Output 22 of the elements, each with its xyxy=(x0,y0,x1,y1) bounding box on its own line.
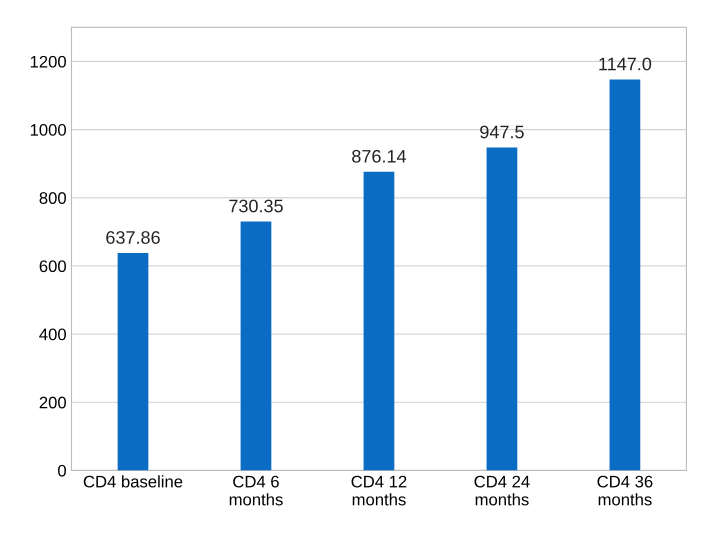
y-tick-label: 1000 xyxy=(30,124,66,136)
y-tick-label: 200 xyxy=(40,396,66,408)
y-tick-label: 0 xyxy=(58,464,66,477)
data-label: 637.86 xyxy=(106,231,160,244)
y-tick-label: 600 xyxy=(40,260,66,272)
data-label: 947.5 xyxy=(480,126,524,138)
y-tick-label: 400 xyxy=(39,328,66,340)
bar xyxy=(486,147,518,470)
bar xyxy=(364,172,394,470)
data-label: 1147.0 xyxy=(599,58,652,70)
y-tick-label: 1200 xyxy=(30,56,66,68)
x-tick-label: CD4 6 months xyxy=(230,476,283,506)
bar xyxy=(240,222,272,470)
data-label: 876.14 xyxy=(352,150,406,163)
x-tick-label: CD4 baseline xyxy=(84,475,182,488)
y-tick-label: 800 xyxy=(40,192,66,204)
x-tick-label: CD4 36 months xyxy=(598,476,652,506)
bar xyxy=(118,253,148,470)
data-label: 730.35 xyxy=(229,200,283,212)
x-tick-label: CD4 12 months xyxy=(352,476,406,506)
x-tick-label: CD4 24 months xyxy=(474,476,530,506)
bar xyxy=(610,79,640,470)
